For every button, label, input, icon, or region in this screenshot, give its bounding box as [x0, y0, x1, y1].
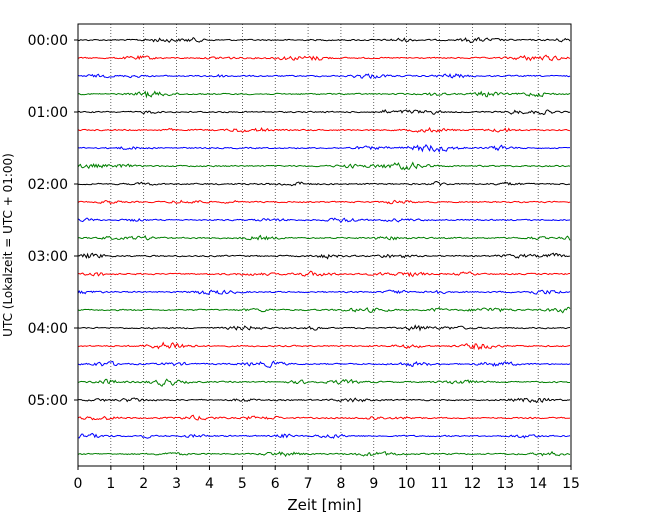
y-tick-label-02:00: 02:00 — [28, 177, 68, 193]
x-tick-label-1: 1 — [106, 476, 115, 492]
trace-row-22 — [77, 414, 571, 421]
x-tick-label-9: 9 — [369, 476, 378, 492]
x-tick-label-14: 14 — [529, 476, 547, 492]
x-tick-label-5: 5 — [238, 476, 247, 492]
y-tick-label-03:00: 03:00 — [28, 249, 68, 265]
y-tick-label-00:00: 00:00 — [28, 33, 68, 49]
x-axis-ticks: 0 1 2 3 4 5 6 7 8 9 10 11 12 13 14 15 — [74, 466, 580, 492]
trace-row-1 — [77, 36, 571, 44]
plot-frame — [77, 23, 572, 467]
trace-row-8 — [77, 161, 571, 171]
trace-row-6 — [77, 126, 571, 133]
trace-row-13 — [77, 252, 571, 260]
x-tick-label-12: 12 — [463, 476, 481, 492]
trace-row-5 — [77, 108, 571, 116]
x-tick-label-8: 8 — [336, 476, 345, 492]
y-axis-ticks: 00:00 01:00 02:00 03:00 04:00 05:00 — [28, 33, 78, 409]
trace-row-19 — [77, 360, 571, 369]
trace-row-7 — [77, 143, 570, 153]
x-tick-label-4: 4 — [205, 476, 214, 492]
y-axis-label: UTC (Lokalzeit = UTC + 01:00) — [1, 153, 15, 337]
x-axis-label: Zeit [min] — [287, 496, 361, 514]
trace-row-14 — [77, 270, 570, 278]
trace-row-10 — [77, 199, 571, 205]
y-tick-label-05:00: 05:00 — [28, 393, 68, 409]
trace-row-16 — [77, 306, 571, 314]
trace-row-23 — [77, 432, 571, 439]
trace-row-3 — [77, 73, 571, 80]
trace-row-18 — [78, 341, 571, 351]
trace-row-11 — [77, 217, 571, 224]
x-tick-label-6: 6 — [271, 476, 280, 492]
trace-row-20 — [77, 378, 571, 387]
trace-row-9 — [77, 180, 571, 187]
trace-row-17 — [77, 324, 571, 332]
trace-row-12 — [77, 234, 571, 241]
x-tick-label-2: 2 — [139, 476, 148, 492]
x-tick-label-10: 10 — [398, 476, 416, 492]
trace-row-2 — [77, 54, 571, 62]
x-tick-label-13: 13 — [496, 476, 514, 492]
trace-row-24 — [77, 450, 571, 458]
x-tick-label-0: 0 — [74, 476, 83, 492]
x-tick-label-15: 15 — [562, 476, 580, 492]
y-tick-label-01:00: 01:00 — [28, 105, 68, 121]
trace-row-21 — [77, 397, 571, 404]
trace-row-15 — [77, 289, 571, 295]
trace-row-4 — [77, 90, 571, 99]
trace-lines — [77, 36, 571, 458]
y-tick-label-04:00: 04:00 — [28, 321, 68, 337]
x-tick-label-3: 3 — [172, 476, 181, 492]
x-tick-label-11: 11 — [431, 476, 449, 492]
x-tick-label-7: 7 — [304, 476, 313, 492]
